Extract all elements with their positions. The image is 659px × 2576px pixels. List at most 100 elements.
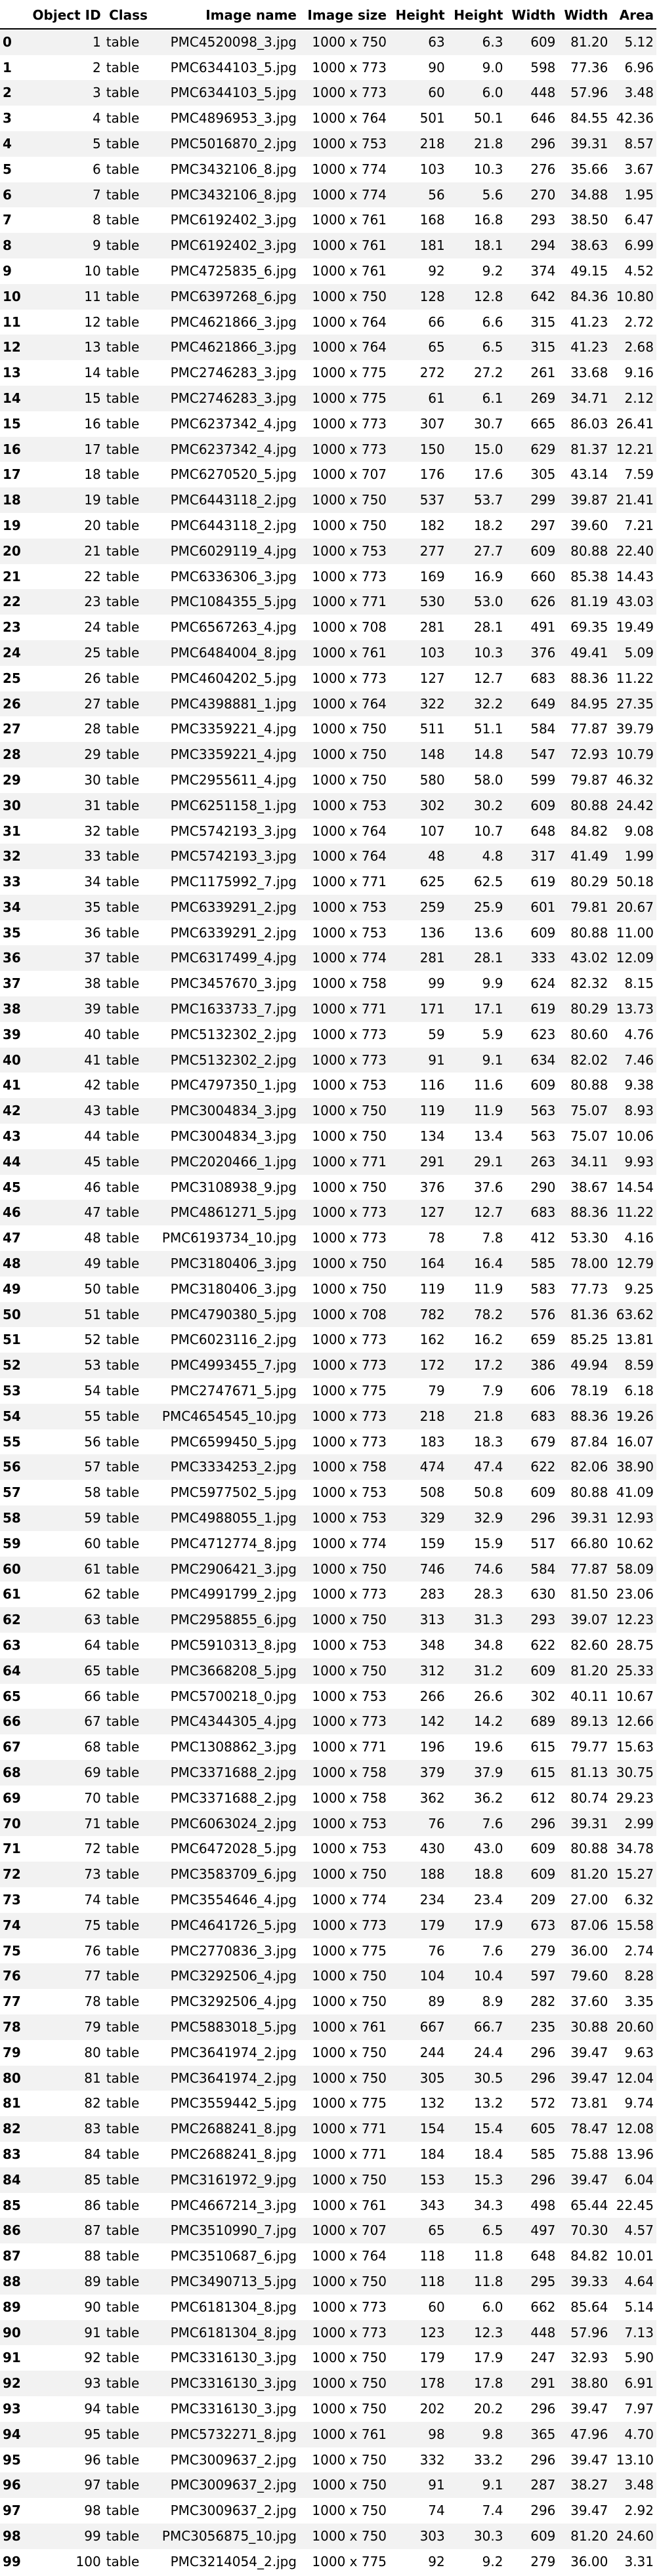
area-cell: 19.26 — [616, 1408, 654, 1424]
height-pct-cell: 11.6 — [473, 1077, 503, 1094]
height-px-cell: 123 — [419, 2324, 445, 2341]
table-row: 37 38 table PMC3457670_3.jpg 1000 x 758 99 9.9… — [0, 971, 656, 997]
width-px-cell: 376 — [530, 644, 556, 661]
height-px-cell: 303 — [419, 2527, 445, 2544]
image-size-cell: 1000 x 764 — [312, 848, 387, 865]
height-px-cell: 104 — [419, 1968, 445, 1984]
row-index: 1 — [3, 59, 12, 75]
area-cell: 12.09 — [616, 950, 654, 966]
height-px-cell: 343 — [419, 2197, 445, 2213]
image-name-cell: PMC4991799_2.jpg — [170, 1586, 297, 1603]
object-id-cell: 54 — [84, 1383, 101, 1399]
width-px-cell: 648 — [530, 823, 556, 839]
width-pct-cell: 80.60 — [570, 1026, 608, 1042]
area-cell: 11.22 — [616, 670, 654, 686]
width-px-cell: 622 — [530, 1637, 556, 1653]
object-id-cell: 95 — [84, 2426, 101, 2442]
image-name-cell: PMC4712774_8.jpg — [170, 1535, 297, 1551]
area-cell: 27.35 — [616, 695, 654, 712]
row-index: 99 — [3, 2553, 21, 2569]
row-index: 14 — [3, 390, 21, 406]
area-cell: 19.49 — [616, 619, 654, 636]
object-id-cell: 8 — [92, 212, 101, 228]
width-pct-cell: 84.82 — [570, 2248, 608, 2264]
row-index: 13 — [3, 365, 21, 381]
height-px-cell: 154 — [419, 2121, 445, 2137]
image-size-cell: 1000 x 750 — [312, 2350, 387, 2366]
class-cell: table — [106, 1128, 140, 1145]
width-pct-cell: 77.87 — [570, 721, 608, 737]
height-pct-cell: 13.4 — [473, 1128, 503, 1145]
area-cell: 24.60 — [616, 2527, 654, 2544]
object-id-cell: 36 — [84, 924, 101, 941]
width-px-cell: 333 — [530, 950, 556, 966]
row-index: 85 — [3, 2197, 21, 2213]
width-pct-cell: 77.36 — [570, 59, 608, 75]
height-pct-cell: 36.2 — [473, 1789, 503, 1806]
height-pct-cell: 30.3 — [473, 2527, 503, 2544]
image-name-cell: PMC6317499_4.jpg — [170, 950, 297, 966]
table-row: 26 27 table PMC4398881_1.jpg 1000 x 764 322 32… — [0, 691, 656, 717]
image-size-cell: 1000 x 750 — [312, 2527, 387, 2544]
object-id-cell: 21 — [84, 542, 101, 559]
area-cell: 9.16 — [624, 365, 654, 381]
table-row: 87 88 table PMC3510687_6.jpg 1000 x 764 118 11… — [0, 2243, 656, 2269]
height-pct-cell: 11.8 — [473, 2248, 503, 2264]
width-px-cell: 597 — [530, 1968, 556, 1984]
class-cell: table — [106, 1561, 140, 1577]
image-name-cell: PMC3359221_4.jpg — [170, 746, 297, 763]
image-size-cell: 1000 x 750 — [312, 1256, 387, 1272]
image-size-cell: 1000 x 773 — [312, 85, 387, 101]
row-index: 90 — [3, 2324, 21, 2341]
area-cell: 5.90 — [624, 2350, 654, 2366]
height-pct-cell: 10.4 — [473, 1968, 503, 1984]
table-row: 61 62 table PMC4991799_2.jpg 1000 x 773 283 28… — [0, 1582, 656, 1608]
image-size-cell: 1000 x 764 — [312, 110, 387, 127]
row-index: 53 — [3, 1383, 21, 1399]
width-px-cell: 630 — [530, 1586, 556, 1603]
width-px-cell: 626 — [530, 594, 556, 610]
width-pct-cell: 72.93 — [570, 746, 608, 763]
class-cell: table — [106, 33, 140, 50]
height-pct-cell: 12.3 — [473, 2324, 503, 2341]
row-index: 93 — [3, 2400, 21, 2417]
width-pct-cell: 39.31 — [570, 135, 608, 152]
area-cell: 1.95 — [624, 186, 654, 203]
image-size-cell: 1000 x 753 — [312, 1484, 387, 1501]
height-px-cell: 91 — [428, 1052, 445, 1068]
area-cell: 15.58 — [616, 1917, 654, 1933]
row-index: 37 — [3, 975, 21, 992]
object-id-cell: 82 — [84, 2095, 101, 2112]
height-px-cell: 76 — [428, 1942, 445, 1959]
image-name-cell: PMC6339291_2.jpg — [170, 924, 297, 941]
image-name-cell: PMC5132302_2.jpg — [170, 1052, 297, 1068]
width-pct-cell: 80.74 — [570, 1789, 608, 1806]
header-row: Object ID Class Image name Image size Height… — [0, 3, 656, 30]
object-id-cell: 5 — [92, 135, 101, 152]
height-px-cell: 281 — [419, 619, 445, 636]
image-size-cell: 1000 x 750 — [312, 1866, 387, 1883]
object-id-cell: 23 — [84, 594, 101, 610]
height-pct-cell: 6.6 — [482, 314, 503, 330]
row-index: 87 — [3, 2248, 21, 2264]
row-index: 38 — [3, 1001, 21, 1017]
width-px-cell: 263 — [530, 1153, 556, 1170]
height-px-cell: 508 — [419, 1484, 445, 1501]
object-id-cell: 14 — [84, 365, 101, 381]
image-name-cell: PMC3432106_8.jpg — [170, 186, 297, 203]
width-pct-cell: 34.11 — [570, 1153, 608, 1170]
area-cell: 3.48 — [624, 85, 654, 101]
image-size-cell: 1000 x 753 — [312, 899, 387, 915]
image-name-cell: PMC3292506_4.jpg — [170, 1993, 297, 2010]
area-header: Area — [610, 3, 656, 30]
area-cell: 8.59 — [624, 1357, 654, 1374]
object-id-cell: 91 — [84, 2324, 101, 2341]
object-id-cell: 65 — [84, 1662, 101, 1679]
image-name-cell: PMC3180406_3.jpg — [170, 1280, 297, 1297]
image-name-cell: PMC6443118_2.jpg — [170, 492, 297, 508]
class-cell: table — [106, 644, 140, 661]
class-cell: table — [106, 59, 140, 75]
area-cell: 4.64 — [624, 2273, 654, 2289]
area-cell: 2.68 — [624, 339, 654, 356]
width-px-cell: 609 — [530, 924, 556, 941]
